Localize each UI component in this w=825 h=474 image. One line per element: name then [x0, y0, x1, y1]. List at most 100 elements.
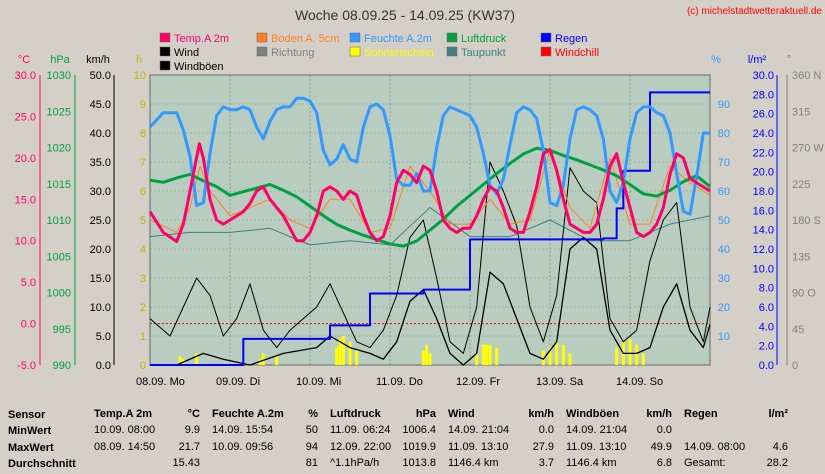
kmh-axis-tick: 50.0: [90, 70, 111, 82]
weather-chart: °C30.025.020.015.010.05.00.0-5.0hPa10301…: [14, 6, 825, 388]
sunshine-bar: [421, 350, 425, 365]
stats-cell-date: 14.09. 21:04: [448, 424, 510, 436]
rain-axis-tick: 2.0: [759, 341, 774, 353]
statistics-table: Sensor MinWert MaxWert Durchschnitt Temp…: [0, 402, 825, 474]
day-label: 13.09. Sa: [536, 376, 584, 388]
stats-cell-date: 1146.4 km: [566, 457, 617, 469]
legend: Temp.A 2m Boden A. 5cm Feuchte A.2m Luftdru…: [159, 32, 599, 73]
kmh-axis-tick: 35.0: [90, 157, 111, 169]
legend-swatch: [446, 46, 458, 57]
rain-axis-tick: 6.0: [759, 302, 774, 314]
kmh-axis-tick: 20.0: [90, 244, 111, 256]
percent-axis-tick: 60: [718, 186, 730, 198]
legend-swatch: [349, 46, 361, 57]
percent-axis-unit: %: [711, 54, 721, 66]
right-axes: % 90 80 70 60 50 40 30 20 10 l/m² 30.0 28.0 26.0 24.0 2…: [711, 54, 824, 372]
sunshine-bar: [641, 353, 645, 365]
stats-cell-date: ^1.1hPa/h: [330, 457, 380, 469]
legend-swatch: [159, 46, 171, 57]
day-label: 09.09. Di: [216, 376, 260, 388]
stats-column-feuchte: Feuchte A.2m% 14.09. 15:54 50 10.09. 09:56 9…: [204, 402, 322, 474]
kmh-axis-tick: 5.0: [96, 331, 111, 343]
stats-cell-value: 28.2: [766, 457, 788, 469]
series-regen: [150, 91, 710, 366]
legend-label: Taupunkt: [461, 47, 506, 59]
stats-column-unit: l/m²: [768, 408, 788, 420]
hours-axis-tick: 1: [140, 331, 146, 343]
stats-cell-date: 14.09. 21:04: [566, 424, 628, 436]
sunshine-bar: [541, 350, 545, 365]
legend-label: Windchill: [555, 47, 599, 59]
temp-axis-tick: 15.0: [15, 194, 36, 206]
stats-cell-date: 10.09. 08:00: [94, 424, 156, 436]
stats-column-unit: km/h: [646, 408, 672, 420]
stats-cell-value: 1006.4: [402, 424, 436, 436]
rain-axis-tick: 14.0: [753, 225, 774, 237]
hours-axis-tick: 8: [140, 128, 146, 140]
chart-title: Woche 08.09.25 - 14.09.25 (KW37): [295, 7, 515, 23]
stats-cell-value: 15.43: [172, 457, 200, 469]
sunshine-bar: [428, 353, 432, 365]
legend-swatch: [540, 32, 552, 43]
percent-axis-tick: 70: [718, 157, 730, 169]
sunshine-bar: [338, 338, 342, 365]
legend-swatch: [540, 46, 552, 57]
legend-swatch: [349, 32, 361, 43]
sunshine-bar: [488, 344, 492, 365]
legend-label: Luftdruck: [461, 33, 507, 45]
sunshine-bar: [275, 356, 279, 365]
legend-label: Feuchte A.2m: [364, 33, 432, 45]
legend-label: Wind: [174, 47, 199, 59]
sunshine-bar: [628, 338, 632, 365]
stats-cell-date: 10.09. 09:56: [212, 441, 274, 453]
sunshine-bar: [425, 344, 429, 365]
day-label: 12.09. Fr: [456, 376, 500, 388]
sunshine-bar: [341, 336, 345, 365]
legend-label: Windböen: [174, 61, 224, 73]
stats-cell-value: 0.0: [656, 424, 672, 436]
stats-column-header: Regen: [684, 408, 718, 420]
legend-swatch: [256, 32, 268, 43]
day-label: 10.09. Mi: [296, 376, 341, 388]
temp-axis-tick: 30.0: [15, 70, 36, 82]
kmh-axis-tick: 30.0: [90, 186, 111, 198]
sunshine-bar: [335, 347, 339, 365]
stats-column-header: Wind: [448, 408, 475, 420]
temp-axis-tick: 20.0: [15, 153, 36, 165]
stats-column-wind: Wind km/h 14.09. 21:04 0.0 11.09. 13:10 27.9 1…: [440, 402, 558, 474]
rain-axis-tick: 8.0: [759, 283, 774, 295]
stats-cell-date: 11.09. 13:10: [448, 441, 509, 453]
percent-axis-tick: 20: [718, 302, 730, 314]
legend-swatch: [159, 60, 171, 71]
stats-sensor-column: Sensor MinWert MaxWert Durchschnitt: [0, 402, 86, 474]
rain-axis-tick: 26.0: [753, 109, 774, 121]
stats-cell-date: 12.09. 22:00: [330, 441, 392, 453]
stats-cell-value: 94: [305, 441, 318, 453]
legend-label: Richtung: [271, 47, 314, 59]
hours-axis-tick: 10: [134, 70, 146, 82]
stats-cell-value: 1019.9: [402, 441, 436, 453]
hpa-axis-tick: 1010: [47, 215, 71, 227]
rain-axis-tick: 4.0: [759, 321, 774, 333]
kmh-axis-tick: 15.0: [90, 273, 111, 285]
legend-label: Regen: [555, 33, 587, 45]
hpa-axis-tick: 990: [53, 360, 71, 372]
x-axis: 08.09. Mo 09.09. Di 10.09. Mi 11.09. Do 12.0…: [136, 376, 663, 388]
kmh-axis-tick: 45.0: [90, 99, 111, 111]
direction-axis-tick: 135: [792, 251, 810, 263]
copyright-link[interactable]: (c) michelstadtwetteraktuell.de: [687, 6, 822, 17]
direction-axis-tick: 45: [792, 324, 804, 336]
stats-cell-value: 3.7: [538, 457, 554, 469]
sunshine-bar: [568, 353, 572, 365]
hours-axis-tick: 6: [140, 186, 146, 198]
rain-axis-tick: 30.0: [753, 70, 774, 82]
sunshine-bar: [355, 350, 359, 365]
hpa-axis-unit: hPa: [50, 54, 70, 66]
sunshine-bar: [635, 344, 639, 365]
sunshine-bar: [195, 353, 199, 365]
direction-axis-unit: °: [787, 54, 791, 66]
day-label: 11.09. Do: [376, 376, 423, 388]
stats-column-unit: hPa: [415, 408, 436, 420]
legend-swatch: [159, 32, 171, 43]
stats-cell-value: 81: [305, 457, 318, 469]
